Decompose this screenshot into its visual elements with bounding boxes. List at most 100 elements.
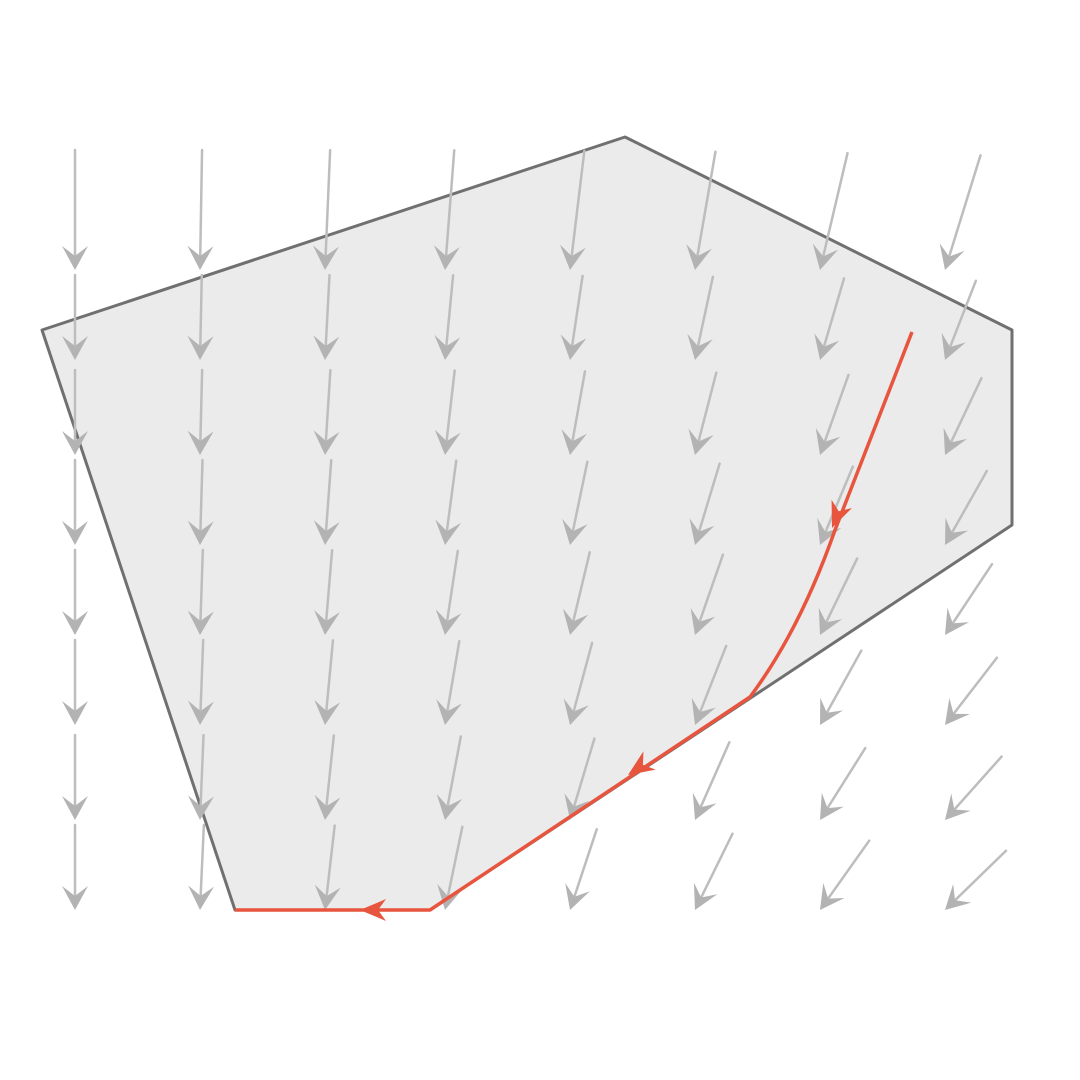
field-arrow-shaft (198, 148, 204, 264)
field-arrow-shaft (324, 549, 334, 629)
field-arrow-shaft (570, 460, 589, 539)
field-arrow-shaft (820, 151, 849, 264)
field-arrowhead (313, 430, 340, 455)
field-arrow-shaft (696, 553, 725, 629)
field-arrowhead (689, 518, 715, 545)
field-arrowhead (814, 333, 840, 360)
field-arrow-shaft (823, 746, 867, 815)
trajectory-arrowhead (360, 899, 386, 921)
field-arrowhead (62, 521, 88, 545)
field-arrowhead (815, 428, 841, 455)
field-arrowhead (943, 427, 968, 455)
field-arrowhead (187, 335, 214, 360)
field-arrow-shaft (199, 548, 205, 629)
field-arrowhead (687, 333, 713, 360)
trajectory-arrowhead (831, 499, 852, 528)
field-arrow-shaft (697, 832, 734, 905)
field-arrowhead (945, 698, 970, 725)
field-arrow-shaft (444, 149, 456, 264)
field-arrowhead (187, 520, 214, 545)
field-arrow-shaft (946, 154, 982, 264)
field-arrow-shaft (199, 823, 206, 904)
field-arrow-shaft (823, 839, 871, 905)
field-arrowhead (812, 243, 839, 270)
field-arrowhead (688, 428, 714, 455)
field-arrowhead (313, 245, 340, 270)
field-arrowhead (939, 243, 965, 270)
field-arrowhead (435, 519, 462, 545)
field-arrowhead (62, 246, 88, 270)
field-arrow-shaft (444, 459, 458, 539)
field-arrowhead (434, 429, 461, 455)
field-arrow-shaft (822, 649, 863, 720)
trajectory-arrowhead (628, 751, 656, 775)
field-arrowhead (187, 430, 214, 455)
field-arrow-shaft (444, 369, 456, 449)
field-arrowhead (945, 793, 971, 820)
field-arrowhead (188, 795, 214, 820)
field-arrow-shaft (569, 274, 584, 354)
field-arrowhead (314, 699, 341, 725)
field-arrow-shaft (695, 275, 715, 354)
field-arrowhead (562, 518, 588, 545)
field-arrow-shaft (695, 371, 718, 449)
field-arrow-shaft (199, 638, 205, 719)
field-arrow-shaft (445, 825, 464, 904)
trajectory-path (235, 331, 914, 912)
field-arrow-shaft (324, 639, 335, 719)
field-arrowhead (690, 608, 716, 635)
field-arrow-shaft (569, 149, 586, 264)
vector-field (62, 148, 1008, 910)
field-arrow-shaft (324, 734, 336, 814)
field-arrowhead (188, 885, 215, 910)
field-arrow-shaft (947, 376, 983, 450)
field-arrowhead (314, 609, 340, 635)
field-arrow-shaft (695, 150, 717, 264)
field-arrow-shaft (198, 368, 204, 449)
field-arrow-shaft (324, 458, 333, 539)
field-arrow-shaft (570, 551, 591, 629)
field-arrowhead (818, 607, 843, 635)
field-arrow-shaft (696, 741, 731, 814)
field-arrow-shaft (821, 465, 855, 539)
field-arrow-shaft (696, 462, 721, 539)
field-arrowhead (559, 244, 586, 270)
field-arrowhead (564, 793, 590, 820)
field-arrow-shaft (445, 735, 463, 814)
trajectory (235, 331, 914, 921)
field-arrowhead (560, 334, 587, 360)
field-arrowhead (62, 701, 88, 725)
field-arrowhead (314, 884, 341, 910)
field-arrowhead (313, 520, 340, 545)
field-arrowhead (62, 611, 88, 635)
field-arrowhead (62, 336, 88, 360)
field-arrowhead (941, 332, 966, 360)
field-arrowhead (691, 697, 716, 725)
field-arrow-shaft (324, 273, 331, 354)
field-arrow-shaft (570, 370, 587, 449)
field-arrow-shaft (822, 557, 859, 630)
field-arrowhead (820, 882, 845, 910)
field-arrow-shaft (445, 639, 461, 719)
field-arrow-shaft (948, 656, 999, 720)
field-arrowhead (565, 883, 590, 910)
field-arrowhead (433, 245, 460, 270)
field-arrow-shaft (946, 279, 978, 354)
field-arrowhead (693, 882, 718, 910)
field-arrowhead (435, 609, 462, 635)
field-arrowhead (945, 517, 969, 545)
field-arrow-shaft (324, 148, 332, 264)
field-arrowhead (436, 699, 462, 725)
field-arrow-shaft (571, 828, 598, 904)
field-arrow-shaft (570, 641, 594, 719)
field-arrow-shaft (821, 373, 850, 449)
field-arrow-shaft (444, 549, 460, 629)
field-arrowhead (62, 886, 88, 910)
field-arrowhead (313, 335, 340, 360)
field-arrowhead (820, 792, 844, 820)
field-arrowhead (562, 608, 589, 635)
field-arrowhead (187, 610, 214, 635)
field-arrow-shaft (949, 755, 1003, 816)
field-arrowhead (434, 334, 461, 360)
